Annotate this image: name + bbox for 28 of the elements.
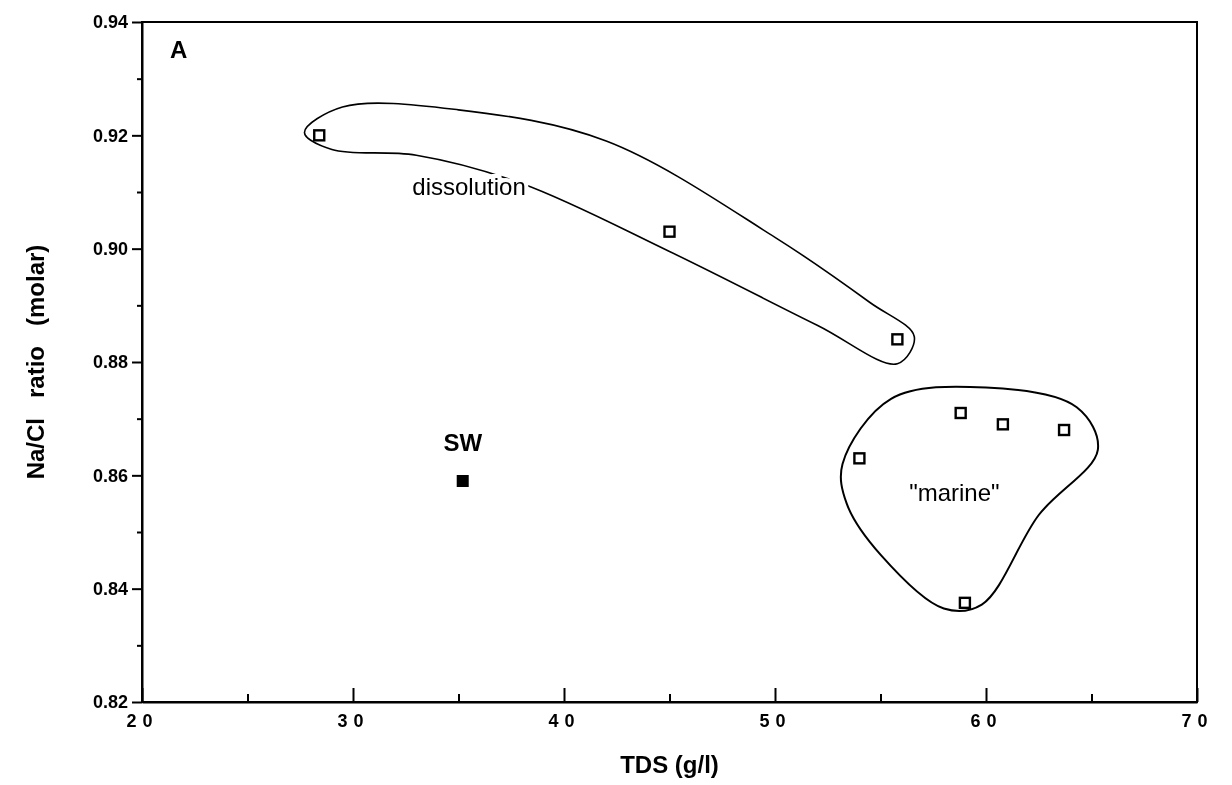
- y-tick-label: 0.82: [92, 692, 128, 713]
- x-tick-label: 70: [1181, 710, 1214, 731]
- point: [891, 333, 904, 346]
- x-axis-title: TDS (g/l): [620, 751, 719, 778]
- point: [958, 596, 972, 610]
- annotation: SW: [443, 429, 483, 456]
- y-tick-label: 0.86: [92, 465, 128, 486]
- y-axis-title: Na/Cl ratio (molar): [22, 244, 49, 480]
- point: [954, 406, 967, 420]
- y-tick-label: 0.92: [92, 125, 128, 146]
- annotation: A: [170, 36, 188, 63]
- x-tick-label: 60: [970, 710, 1003, 731]
- point: [1057, 423, 1071, 437]
- point: [663, 225, 676, 238]
- y-tick-label: 0.90: [92, 238, 128, 259]
- x-tick-label: 30: [337, 710, 370, 731]
- x-tick-label: 50: [759, 710, 792, 731]
- point: [853, 452, 866, 465]
- x-tick-label: 40: [548, 710, 581, 731]
- y-tick-label: 0.94: [92, 12, 128, 33]
- point: [313, 129, 326, 142]
- y-tick-label: 0.88: [92, 352, 128, 373]
- annotation: "marine": [909, 479, 1000, 507]
- point: [996, 418, 1010, 431]
- x-tick-label: 20: [126, 710, 159, 731]
- point: [456, 475, 469, 487]
- annotation: dissolution: [412, 173, 526, 201]
- y-tick-label: 0.84: [92, 578, 128, 599]
